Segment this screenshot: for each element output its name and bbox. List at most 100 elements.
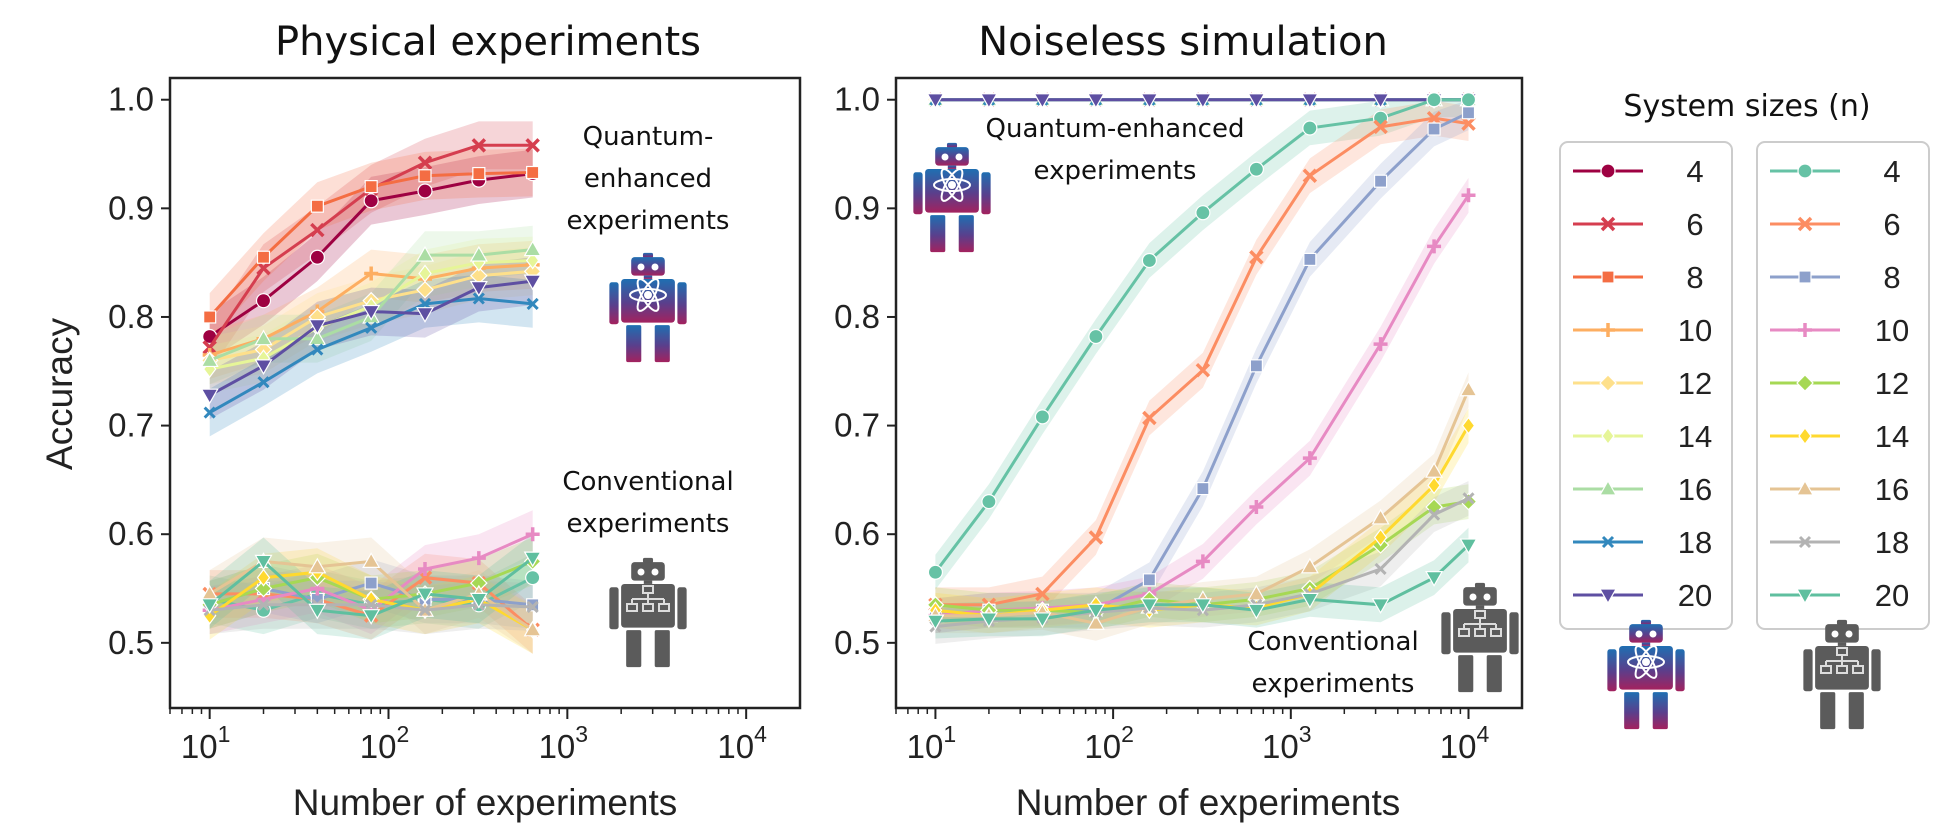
- data-point: [1141, 252, 1157, 269]
- right-conventional-robot-icon: [1441, 582, 1519, 693]
- series-quantum-n20: [926, 93, 1478, 109]
- axes-frame: [894, 76, 1524, 710]
- legend-item-conventional-n4: 4: [1770, 154, 1901, 189]
- data-point: [1033, 612, 1052, 629]
- annotation-line: experiments: [567, 509, 730, 539]
- data-point: [1086, 603, 1105, 620]
- data-point: [469, 245, 488, 262]
- data-point: [200, 351, 219, 368]
- legend-marker: [1601, 427, 1615, 445]
- legend-label: 8: [1883, 260, 1900, 295]
- legend-marker: [1798, 427, 1812, 445]
- data-point: [1195, 205, 1211, 221]
- data-point: [471, 138, 487, 153]
- legend-conventional-robot-icon: [1803, 619, 1881, 730]
- data-point: [1427, 122, 1441, 136]
- legend-item-quantum-n12: 12: [1573, 366, 1712, 401]
- band-conventional-n16: [209, 537, 533, 654]
- data-point: [1247, 603, 1266, 620]
- data-point: [1300, 557, 1319, 574]
- data-point: [1426, 92, 1442, 108]
- legend-label: 10: [1875, 313, 1909, 348]
- data-point: [416, 280, 434, 299]
- data-point: [1373, 174, 1388, 188]
- data-point: [1140, 598, 1159, 615]
- data-point: [1302, 451, 1317, 466]
- series-quantum-n18: [203, 292, 539, 419]
- data-point: [364, 576, 378, 590]
- legend-marker: [1797, 216, 1813, 232]
- y-tick-label: 0.8: [108, 298, 154, 335]
- legend-marker: [1598, 588, 1618, 605]
- data-point: [1142, 410, 1157, 426]
- legend-label: 16: [1678, 472, 1712, 507]
- right-x-axis-label: Number of experiments: [1016, 782, 1401, 823]
- legend-label: 16: [1875, 472, 1909, 507]
- data-point: [1427, 476, 1441, 495]
- data-point: [469, 592, 488, 609]
- series-conventional-n6: [928, 110, 1476, 613]
- left-chart-panel: 1.0 0.9 0.8 0.7 0.6 0.5 101 102 103 104: [108, 76, 802, 765]
- data-point: [200, 598, 219, 615]
- data-point: [523, 274, 542, 291]
- legend-item-conventional-n10: 10: [1770, 313, 1909, 348]
- data-point: [523, 240, 542, 257]
- y-tick-label: 0.7: [834, 407, 880, 444]
- data-point: [1371, 93, 1390, 109]
- data-point: [1459, 538, 1478, 555]
- data-point: [200, 388, 219, 405]
- data-point: [1140, 93, 1159, 109]
- annotation-line: experiments: [1034, 156, 1197, 186]
- series-conventional-n4: [927, 92, 1477, 580]
- data-point: [309, 249, 325, 265]
- annotation-line: Conventional: [562, 467, 733, 497]
- x-tick-exponent: 3: [575, 721, 588, 747]
- right-quantum-annotation: Quantum-enhanced experiments: [986, 114, 1245, 186]
- legend-item-quantum-n20: 20: [1573, 578, 1712, 613]
- data-point: [203, 406, 216, 419]
- legend-marker: [1798, 323, 1812, 337]
- data-point: [1196, 481, 1210, 496]
- band-conventional-n4: [935, 99, 1469, 590]
- legend-marker: [1795, 479, 1815, 496]
- data-point: [1088, 328, 1104, 345]
- annotation-line: Quantum-enhanced: [986, 114, 1245, 144]
- data-point: [979, 93, 998, 109]
- data-point: [418, 604, 432, 617]
- data-point: [362, 609, 381, 625]
- data-point: [926, 614, 945, 631]
- legend-marker: [1601, 323, 1615, 337]
- data-point: [1088, 530, 1104, 545]
- data-point: [981, 494, 997, 510]
- legend-marker: [1598, 479, 1618, 496]
- legend-marker: [1601, 535, 1615, 549]
- data-point: [525, 138, 540, 153]
- data-point: [256, 568, 271, 587]
- legend-marker: [1599, 374, 1617, 392]
- data-point: [418, 264, 432, 283]
- legend-marker: [1798, 270, 1812, 284]
- x-tick-label: 101: [181, 721, 231, 765]
- data-point: [1459, 380, 1478, 397]
- y-axis-label: Accuracy: [39, 317, 80, 470]
- legend-marker: [1600, 216, 1616, 232]
- data-point: [1249, 249, 1264, 265]
- data-point: [254, 554, 273, 571]
- right-chart-panel: 1.0 0.9 0.8 0.7 0.6 0.5 101 102 103 104: [834, 76, 1524, 765]
- data-point: [1374, 562, 1387, 576]
- data-point: [979, 612, 998, 629]
- x-tick-exponent: 2: [396, 721, 409, 747]
- left-conventional-annotation: Conventional experiments: [562, 467, 733, 539]
- y-tick-label: 0.9: [834, 189, 880, 226]
- legend-conventional: 4 6 8 10 12 14 16 18 20: [1770, 154, 1909, 613]
- band-quantum-n8: [209, 148, 533, 341]
- data-point: [526, 165, 540, 180]
- x-tick-exponent: 3: [1299, 721, 1312, 747]
- data-point: [1425, 571, 1444, 587]
- data-point: [202, 340, 217, 355]
- legend-label: 12: [1678, 366, 1712, 401]
- data-point: [1371, 508, 1390, 525]
- data-point: [1249, 500, 1264, 515]
- legend-item-conventional-n6: 6: [1770, 207, 1901, 242]
